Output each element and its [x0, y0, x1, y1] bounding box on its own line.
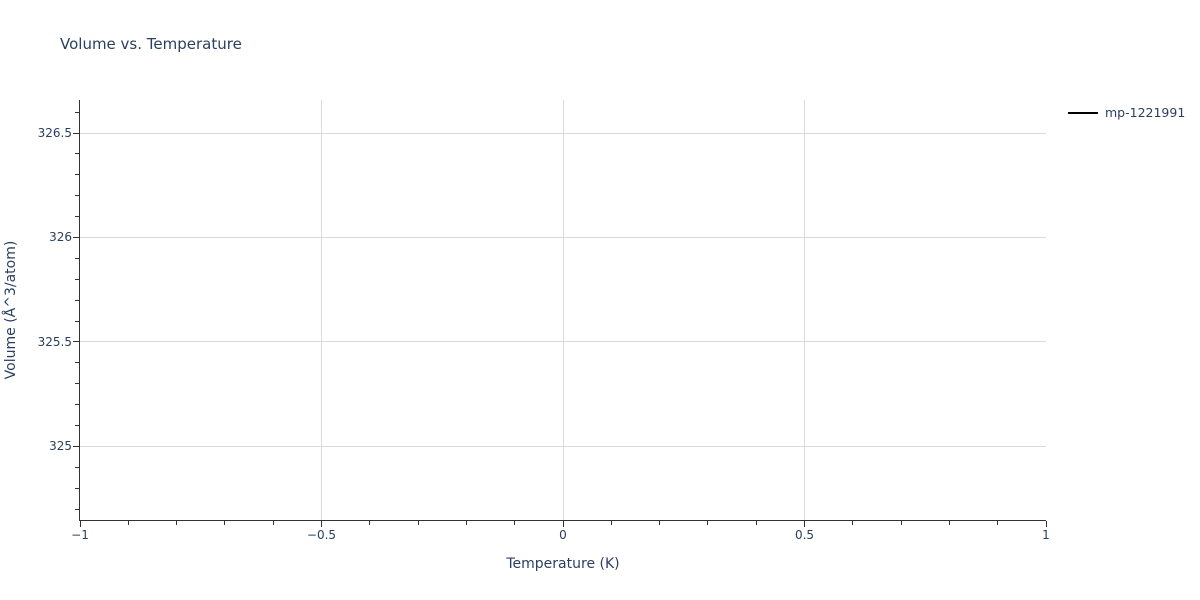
x-tick-label: 0.5 [794, 528, 815, 542]
x-minor-tick [176, 521, 178, 526]
plot-area[interactable] [80, 100, 1046, 520]
y-minor-tick [75, 111, 79, 113]
x-minor-tick [659, 521, 661, 526]
y-minor-tick [75, 278, 79, 280]
y-minor-tick [75, 425, 79, 427]
x-minor-tick [417, 521, 419, 526]
legend-line-swatch [1068, 111, 1098, 114]
x-major-tick [562, 521, 564, 528]
x-minor-tick [707, 521, 709, 526]
y-axis-line [79, 100, 81, 521]
y-minor-tick [75, 153, 79, 155]
x-major-tick [321, 521, 322, 528]
y-minor-tick [75, 508, 79, 510]
x-minor-tick [997, 521, 999, 526]
x-minor-tick [610, 521, 612, 526]
x-tick-label: 0 [559, 528, 567, 542]
x-minor-tick [272, 521, 274, 526]
y-major-tick [73, 236, 79, 238]
y-tick-label: 325.5 [37, 334, 72, 349]
y-tick-label: 326.5 [37, 126, 72, 140]
x-gridline [321, 100, 322, 520]
y-minor-tick [75, 299, 79, 301]
x-gridline [804, 100, 805, 520]
y-minor-tick [75, 216, 79, 218]
y-minor-tick [75, 466, 79, 468]
y-major-tick [73, 341, 79, 343]
x-minor-tick [514, 521, 516, 526]
legend-item[interactable]: mp-1221991 [1068, 105, 1185, 120]
y-gridline [80, 132, 1046, 134]
y-minor-tick [75, 320, 79, 322]
x-gridline [562, 100, 564, 520]
x-tick-label: 1 [1042, 528, 1050, 542]
y-tick-label: 325 [49, 439, 72, 454]
y-major-tick [73, 445, 79, 447]
y-minor-tick [75, 174, 79, 176]
x-minor-tick [948, 521, 950, 526]
x-major-tick [79, 521, 81, 528]
y-minor-tick [75, 383, 79, 385]
y-gridline [80, 445, 1046, 447]
y-minor-tick [75, 257, 79, 259]
x-axis-title: Temperature (K) [506, 556, 620, 572]
x-minor-tick [369, 521, 371, 526]
y-minor-tick [75, 487, 79, 489]
y-tick-label: 326 [49, 230, 72, 245]
legend-item-label: mp-1221991 [1105, 105, 1186, 120]
x-major-tick [1045, 521, 1047, 528]
x-minor-tick [852, 521, 854, 526]
x-tick-label: −1 [71, 528, 89, 542]
x-major-tick [804, 521, 805, 528]
x-minor-tick [224, 521, 226, 526]
x-minor-tick [127, 521, 129, 526]
legend: mp-1221991 [1068, 105, 1185, 120]
x-minor-tick [900, 521, 902, 526]
y-gridline [80, 341, 1046, 343]
y-minor-tick [75, 404, 79, 406]
chart-title: Volume vs. Temperature [60, 35, 242, 53]
x-minor-tick [755, 521, 757, 526]
y-axis-title: Volume (Å^3/atom) [3, 240, 19, 380]
y-major-tick [73, 132, 79, 134]
x-minor-tick [465, 521, 467, 526]
y-minor-tick [75, 362, 79, 364]
y-minor-tick [75, 195, 79, 197]
x-axis-line [79, 520, 1046, 522]
x-tick-label: −0.5 [306, 528, 337, 542]
y-gridline [80, 236, 1046, 238]
